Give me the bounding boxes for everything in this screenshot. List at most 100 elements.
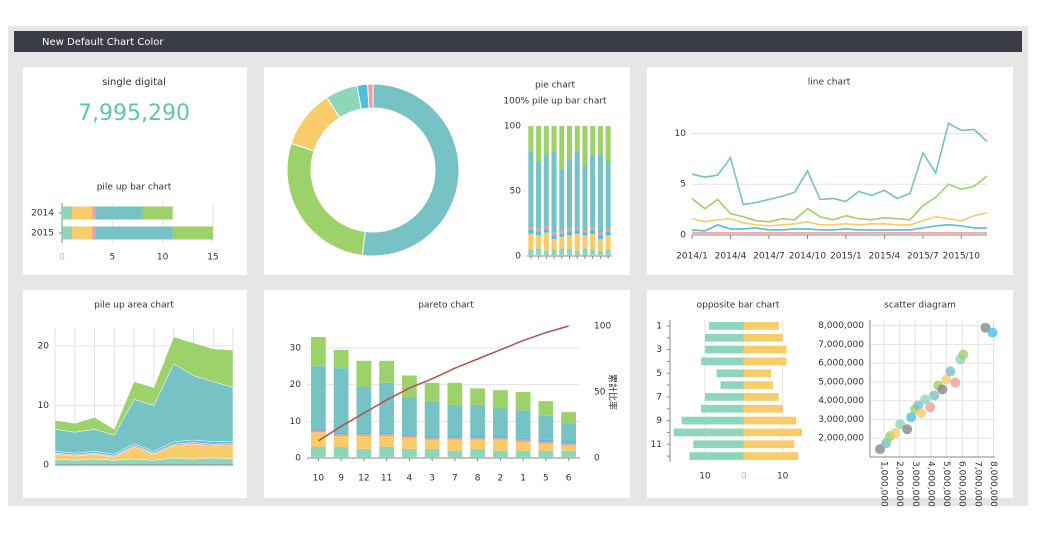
y-tick-label: 4,000,000 <box>818 396 864 406</box>
bar <box>356 432 372 435</box>
bar <box>515 450 531 458</box>
scatter-point <box>945 366 956 377</box>
bar <box>424 382 440 402</box>
bar <box>543 250 549 256</box>
bar <box>574 233 580 251</box>
panel <box>647 67 1013 275</box>
bar <box>574 230 580 234</box>
bar <box>743 404 783 413</box>
y-tick-label: 0 <box>295 454 301 464</box>
pie-slice <box>367 83 374 109</box>
bar <box>743 381 773 389</box>
y-tick-label: 3,000,000 <box>818 415 864 425</box>
bar <box>515 392 531 411</box>
x-tick-label: 12 <box>358 474 369 484</box>
y-tick-label: 5 <box>656 369 662 379</box>
x-tick-label: 3,000,000 <box>910 461 920 507</box>
bar <box>597 250 603 256</box>
bar <box>597 239 603 251</box>
scatter-point <box>906 412 917 423</box>
pareto-line <box>317 325 569 442</box>
line <box>691 223 987 232</box>
x-tick-label: 2015/4 <box>869 252 901 262</box>
bar <box>310 432 326 447</box>
bar <box>704 393 744 401</box>
bar <box>424 436 440 438</box>
y-tick-label: 5,000,000 <box>818 377 864 387</box>
bar <box>447 437 463 440</box>
bar <box>536 231 542 236</box>
x-tick-label: 5 <box>543 474 549 484</box>
bar <box>704 345 744 354</box>
bar <box>310 337 326 367</box>
y-tick-label: 0 <box>515 252 521 262</box>
scatter-point <box>987 327 998 338</box>
bar <box>590 227 596 230</box>
bar <box>447 382 463 405</box>
bar <box>142 206 173 220</box>
scatter-point <box>937 384 948 395</box>
bar <box>538 415 554 440</box>
y-tick-label: 6,000,000 <box>818 359 864 369</box>
y-tick-label: 7,000,000 <box>818 340 864 350</box>
y-tick-label: 10 <box>675 129 687 139</box>
x-tick-label: 1 <box>520 474 526 484</box>
y-tick-label: 1 <box>656 321 662 331</box>
x-tick-label: 3 <box>429 474 435 484</box>
scatter-point <box>980 322 991 333</box>
x-tick-label: 2015/10 <box>943 252 981 262</box>
bar <box>536 235 542 249</box>
bar <box>492 408 508 436</box>
bar <box>92 226 96 240</box>
x-tick-label: 10 <box>777 472 789 482</box>
bar <box>605 161 611 229</box>
kpi-value: 7,995,290 <box>78 101 190 126</box>
bar <box>543 228 549 233</box>
bar <box>72 206 93 220</box>
bar <box>492 450 508 458</box>
bar <box>379 360 395 383</box>
scatter-point <box>890 428 901 439</box>
bar <box>605 235 611 250</box>
y-tick-label: 0 <box>43 461 49 471</box>
bar <box>673 428 744 437</box>
bar <box>561 443 577 446</box>
bar <box>528 126 534 152</box>
scatter-point <box>958 349 969 360</box>
bar <box>424 448 440 458</box>
y-tick-label: 100 <box>594 322 611 332</box>
bar <box>701 404 744 413</box>
bar <box>62 226 73 240</box>
bar <box>470 439 486 449</box>
bar <box>333 368 349 433</box>
bar <box>681 416 744 425</box>
bar <box>693 440 744 449</box>
bar <box>470 437 486 440</box>
bar <box>470 404 486 436</box>
bar <box>401 397 417 435</box>
x-tick-label: 2014/7 <box>753 252 785 262</box>
bar <box>551 232 557 236</box>
bar <box>401 375 417 398</box>
bar <box>559 248 565 256</box>
bar <box>743 452 799 460</box>
y-tick-label: 10 <box>290 417 302 427</box>
y-tick-label: 10 <box>38 401 50 411</box>
bar <box>470 388 486 405</box>
bar <box>379 436 395 447</box>
x-tick-label: 9 <box>338 474 344 484</box>
bar <box>743 333 783 342</box>
y-tick-label: 7 <box>656 392 662 402</box>
y-tick-label: 100 <box>504 122 521 132</box>
line <box>691 175 988 223</box>
bar <box>470 448 486 458</box>
scatter-point <box>895 419 906 430</box>
x-tick-label: 2014/4 <box>715 252 747 262</box>
bar <box>743 428 803 437</box>
chart-title: pareto chart <box>418 301 474 311</box>
bar <box>605 126 611 162</box>
bar <box>333 434 349 436</box>
bar <box>743 393 779 401</box>
bar <box>561 412 577 424</box>
